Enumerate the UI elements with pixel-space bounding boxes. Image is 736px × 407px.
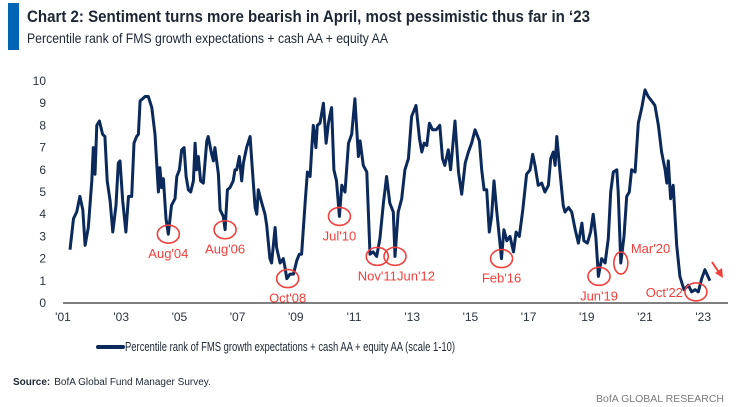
annotation-label: Mar'20 [631,241,670,256]
y-axis: 0 1 2 3 4 5 6 7 8 9 10 [33,74,47,310]
annotation-circle [213,219,237,240]
source-label: Source: [13,377,50,388]
chart-subtitle: Percentile rank of FMS growth expectatio… [27,30,389,46]
accent-bar [8,3,19,50]
y-tick-label: 7 [39,141,46,155]
x-tick-label: '21 [637,310,653,324]
annotation-label: Nov'11 [358,268,397,283]
annotation: Mar'20 [613,241,670,275]
annotation-label: Aug'04 [148,246,188,261]
x-tick-label: '11 [347,310,362,324]
legend: Percentile rank of FMS growth expectatio… [96,340,455,354]
annotation: Oct'22 [646,282,708,302]
y-tick-label: 2 [39,252,46,266]
annotation-label: Jul'10 [323,228,357,243]
x-tick-label: '09 [288,310,304,324]
annotation-circle [327,206,352,227]
annotation: Jun'19 [580,266,618,303]
annotation: Jul'10 [323,206,357,243]
x-tick-label: '23 [695,310,711,324]
annotation: Feb'16 [482,248,521,286]
annotation: Aug'06 [205,219,245,257]
annotation-circle [156,224,181,244]
annotation-label: Oct'22 [646,285,683,300]
series-line [68,88,712,294]
trend-arrow-icon [711,261,723,278]
x-tick-label: '05 [172,310,188,324]
annotation-circle [613,251,629,275]
chart-title: Chart 2: Sentiment turns more bearish in… [27,7,590,26]
y-tick-label: 10 [33,74,47,88]
annotation-circle [587,266,611,287]
source-text: BofA Global Fund Manager Survey. [54,377,211,388]
y-tick-label: 4 [39,207,46,221]
x-tick-label: '13 [404,310,420,324]
x-tick-label: '17 [521,310,537,324]
annotation-label: Jun'12 [397,268,435,283]
y-tick-label: 0 [39,296,46,310]
y-tick-label: 3 [39,229,46,243]
y-tick-label: 1 [39,274,46,288]
legend-label: Percentile rank of FMS growth expectatio… [125,340,455,354]
y-tick-label: 6 [39,163,46,177]
y-tick-label: 9 [39,96,46,110]
annotation: Jun'12 [383,246,435,283]
annotation-circle [275,268,300,289]
x-tick-label: '07 [230,310,246,324]
x-tick-label: '19 [579,310,595,324]
x-axis: '01 '03 '05 '07 '09 '11 '13 '15 '17 '19 '21 '23 [55,310,711,324]
y-tick-label: 8 [39,118,46,132]
annotation-circle [684,282,708,302]
annotation-label: Aug'06 [205,242,245,257]
x-tick-label: '01 [55,310,71,324]
y-tick-label: 5 [39,185,46,199]
x-tick-label: '03 [113,310,129,324]
annotation: Oct'08 [269,268,306,306]
annotations: Aug'04 Aug'06 Oct'08 Jul'10 Nov'11 Jun'12 Feb'… [148,206,708,306]
source-note: Source: BofA Global Fund Manager Survey. [13,377,211,388]
annotation-label: Feb'16 [482,271,521,286]
x-tick-label: '15 [463,310,479,324]
annotation-circle [383,246,407,267]
annotation-circle [489,248,514,269]
annotation-label: Jun'19 [580,288,618,303]
annotation-label: Oct'08 [269,291,306,306]
annotation: Nov'11 [358,246,397,283]
annotation-circle [365,246,390,267]
footer-brand: BofA GLOBAL RESEARCH [596,393,724,405]
annotation: Aug'04 [148,224,188,261]
